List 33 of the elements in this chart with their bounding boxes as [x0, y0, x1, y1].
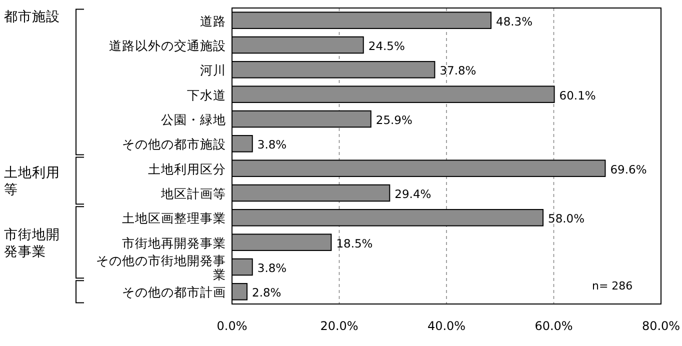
y-tick-label: 河川 [200, 62, 226, 78]
data-label: 58.0% [548, 212, 585, 226]
data-label: 25.9% [376, 113, 412, 127]
text: 土地利用等 [4, 165, 60, 198]
data-label: 29.4% [394, 187, 432, 201]
y-tick-label: その他の市街地開発事業 [96, 253, 226, 282]
text: 市街地開発事業 [4, 226, 60, 260]
y-tick-label: 土地利用区分 [148, 161, 226, 176]
y-tick-label: 地区計画等 [160, 186, 226, 201]
y-tick-label: その他の都市計画 [122, 284, 226, 300]
y-tick-label: 土地区画整理事業 [122, 210, 226, 226]
x-tick-label: 40.0% [427, 319, 466, 333]
annotation: n= 286 [592, 280, 633, 293]
data-label: 48.3% [496, 14, 533, 28]
x-tick-label: 80.0% [642, 319, 680, 333]
data-label: 3.8% [257, 138, 287, 152]
data-label: 2.8% [252, 286, 282, 300]
data-label: 37.8% [440, 64, 476, 78]
y-tick-label: 公園・緑地 [161, 112, 226, 127]
y-tick-label: 道路以外の交通施設 [109, 38, 226, 53]
data-label: 69.6% [610, 162, 647, 176]
x-tick-label: 0.0% [216, 319, 248, 333]
data-label: 18.5% [336, 236, 373, 250]
data-label: 60.1% [559, 88, 596, 102]
y-tick-label: 道路 [200, 13, 226, 28]
data-label: 3.8% [257, 261, 287, 275]
text: 都市施設 [4, 9, 60, 26]
data-label: 24.5% [368, 39, 405, 53]
y-tick-label: その他の都市施設 [122, 136, 226, 152]
y-tick-label: 下水道 [187, 87, 226, 102]
x-tick-label: 20.0% [320, 319, 358, 333]
x-tick-label: 60.0% [534, 319, 573, 333]
y-tick-label: 市街地再開発事業 [122, 235, 226, 250]
